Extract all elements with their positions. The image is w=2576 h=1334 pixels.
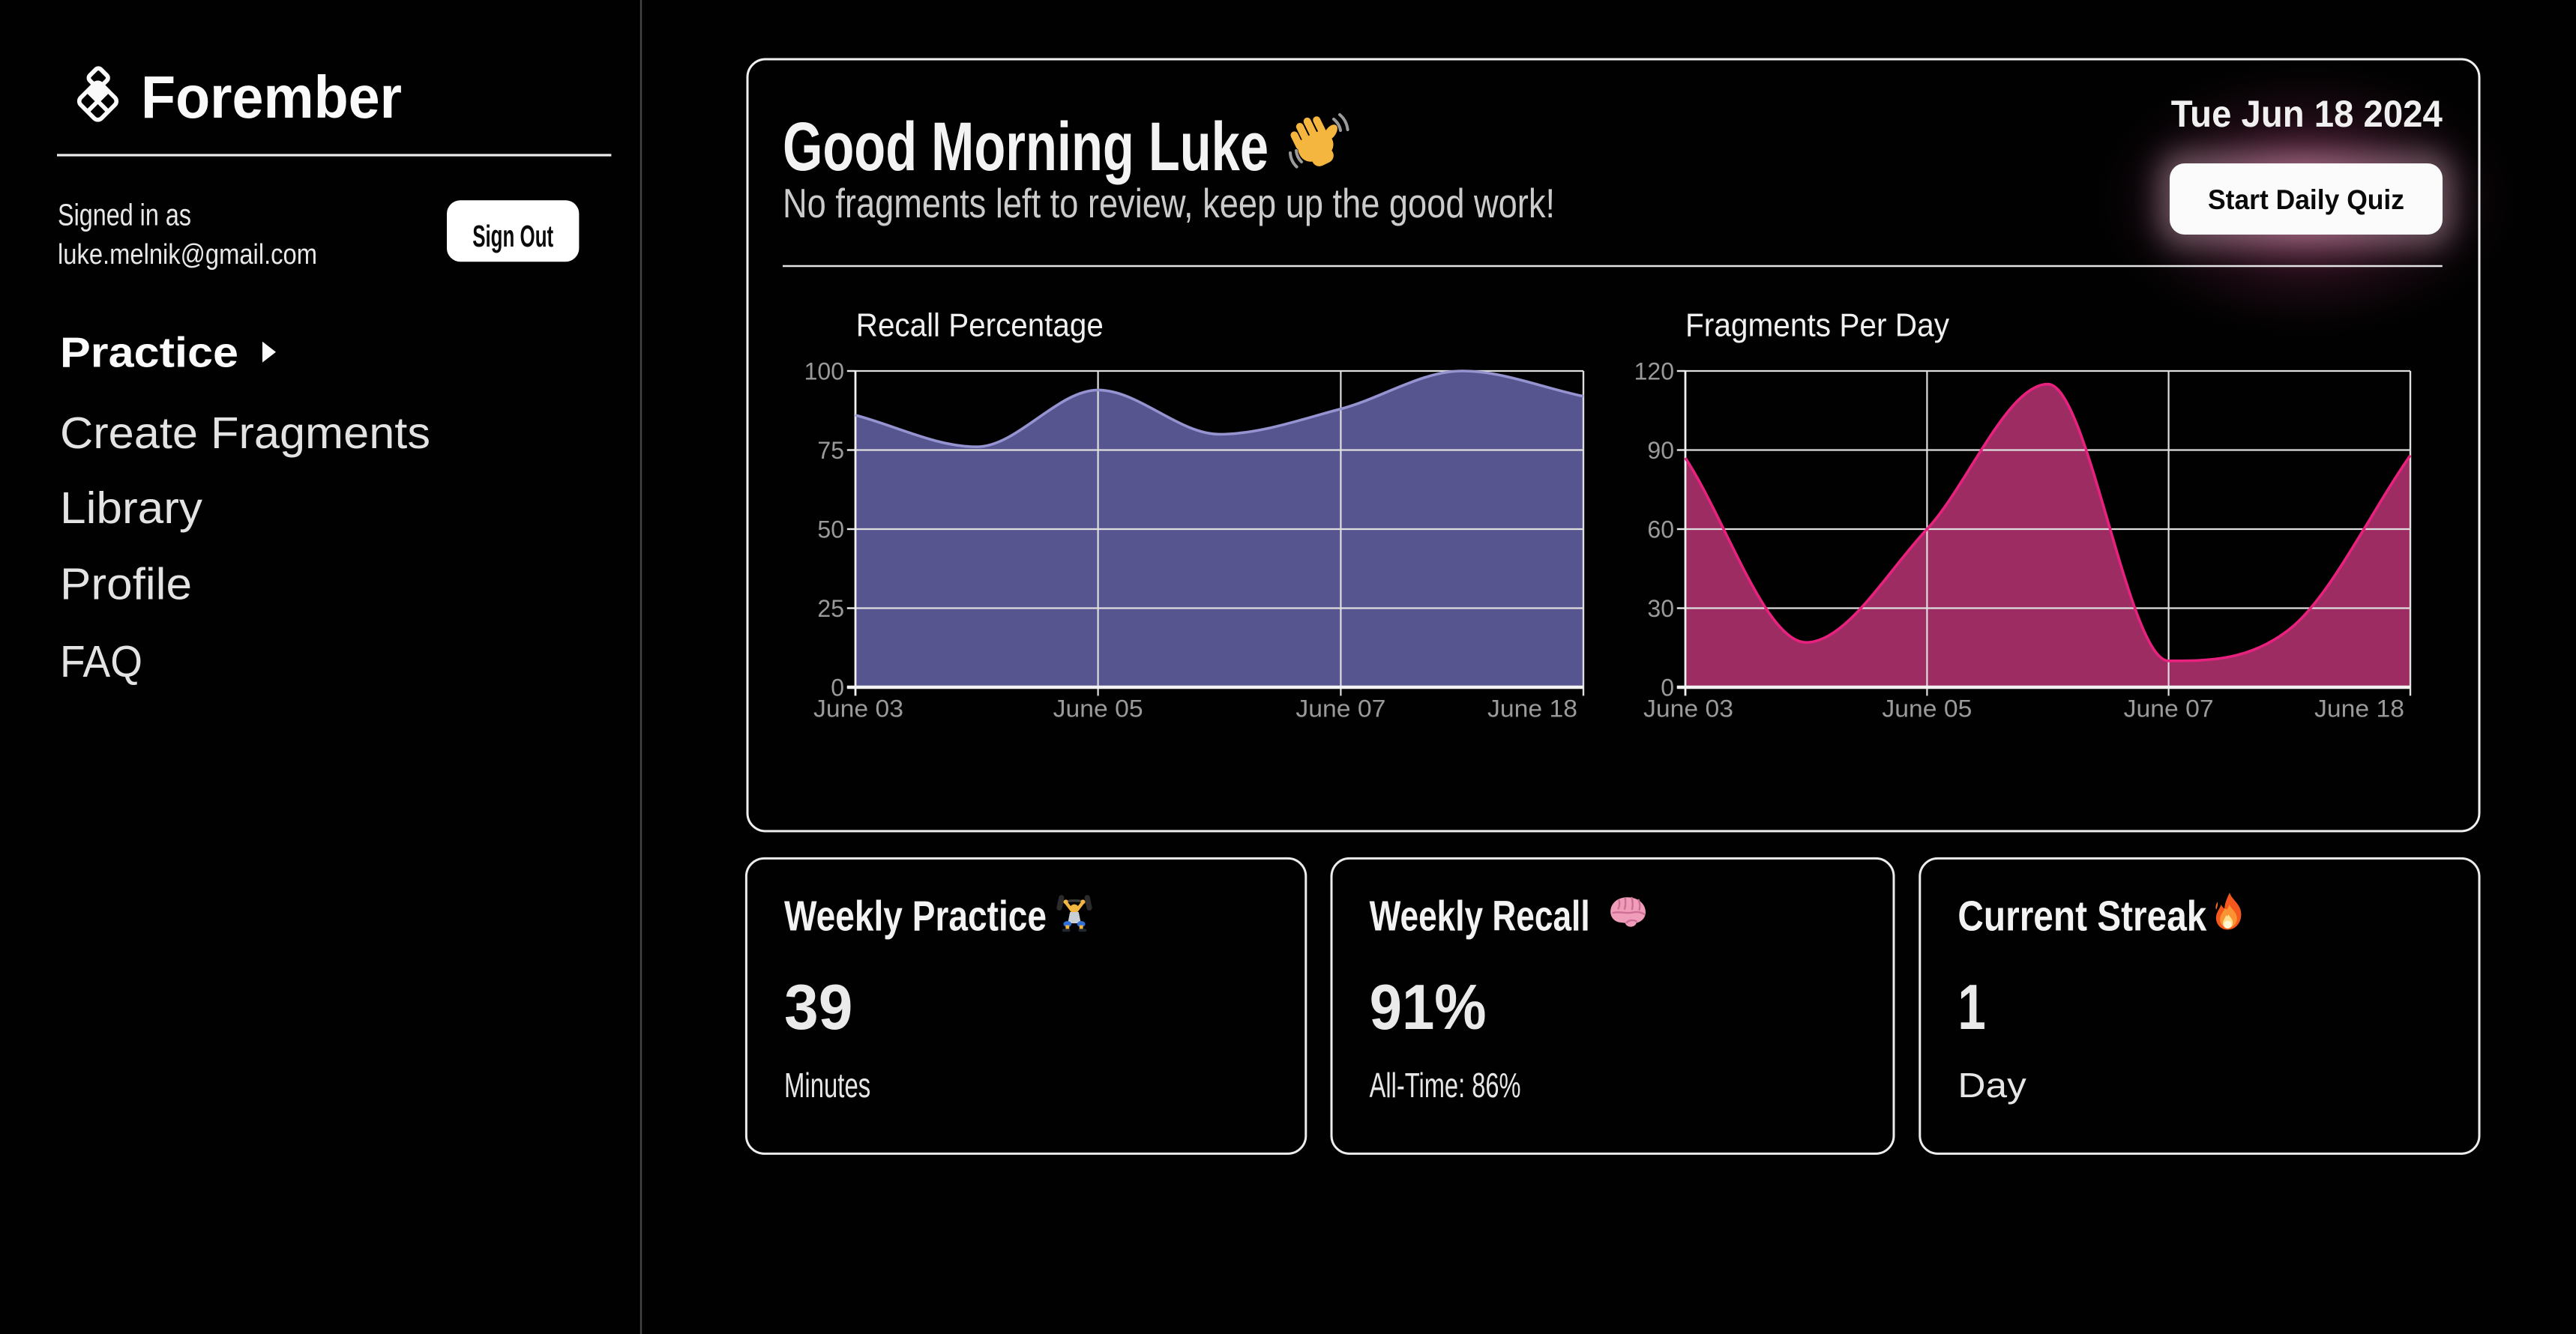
svg-text:50: 50 — [817, 516, 844, 543]
svg-text:1: 1 — [1957, 972, 1985, 1043]
svg-text:Minutes: Minutes — [784, 1066, 870, 1105]
svg-text:Start Daily Quiz: Start Daily Quiz — [2208, 184, 2404, 215]
svg-text:June 18: June 18 — [1487, 695, 1577, 722]
svg-text:luke.melnik@gmail.com: luke.melnik@gmail.com — [58, 239, 317, 271]
svg-text:Tue Jun 18 2024: Tue Jun 18 2024 — [2171, 92, 2443, 135]
svg-text:120: 120 — [1634, 358, 1674, 385]
svg-text:Day: Day — [1957, 1066, 2026, 1105]
svg-text:FAQ: FAQ — [60, 637, 142, 686]
svg-text:91%: 91% — [1370, 972, 1487, 1043]
svg-text:Good Morning Luke: Good Morning Luke — [783, 109, 1269, 185]
svg-text:0: 0 — [831, 674, 844, 701]
svg-text:June 18: June 18 — [2314, 695, 2404, 722]
svg-text:39: 39 — [784, 972, 852, 1043]
svg-text:Current Streak: Current Streak — [1957, 892, 2206, 939]
svg-text:25: 25 — [817, 595, 844, 622]
svg-text:June 05: June 05 — [1053, 695, 1143, 722]
svg-text:Forember: Forember — [141, 64, 402, 130]
svg-text:60: 60 — [1647, 516, 1674, 543]
svg-text:June 05: June 05 — [1882, 695, 1972, 722]
svg-text:Recall Percentage: Recall Percentage — [856, 307, 1104, 343]
svg-text:Weekly Practice: Weekly Practice — [784, 892, 1047, 939]
svg-text:90: 90 — [1647, 437, 1674, 464]
svg-text:Signed in as: Signed in as — [58, 197, 191, 232]
svg-text:June 07: June 07 — [2124, 695, 2214, 722]
svg-text:All-Time: 86%: All-Time: 86% — [1370, 1066, 1521, 1105]
svg-text:Profile: Profile — [60, 560, 192, 609]
svg-text:30: 30 — [1647, 595, 1674, 622]
svg-text:No fragments left to review, k: No fragments left to review, keep up the… — [783, 180, 1555, 226]
svg-text:June 07: June 07 — [1295, 695, 1385, 722]
svg-text:June 03: June 03 — [1643, 695, 1733, 722]
svg-text:Fragments Per Day: Fragments Per Day — [1685, 307, 1949, 343]
svg-text:Weekly Recall: Weekly Recall — [1370, 892, 1590, 939]
svg-text:Practice: Practice — [60, 329, 238, 377]
svg-text:Create Fragments: Create Fragments — [60, 408, 430, 458]
svg-text:June 03: June 03 — [813, 695, 903, 722]
svg-text:75: 75 — [817, 437, 844, 464]
svg-text:Sign Out: Sign Out — [472, 219, 553, 253]
svg-text:100: 100 — [804, 358, 844, 385]
svg-text:0: 0 — [1661, 674, 1674, 701]
svg-text:Library: Library — [60, 483, 203, 533]
